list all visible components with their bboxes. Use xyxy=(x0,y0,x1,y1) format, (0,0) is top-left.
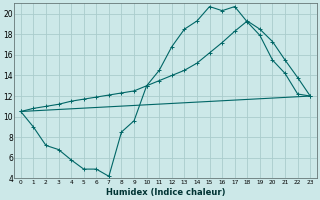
X-axis label: Humidex (Indice chaleur): Humidex (Indice chaleur) xyxy=(106,188,225,197)
